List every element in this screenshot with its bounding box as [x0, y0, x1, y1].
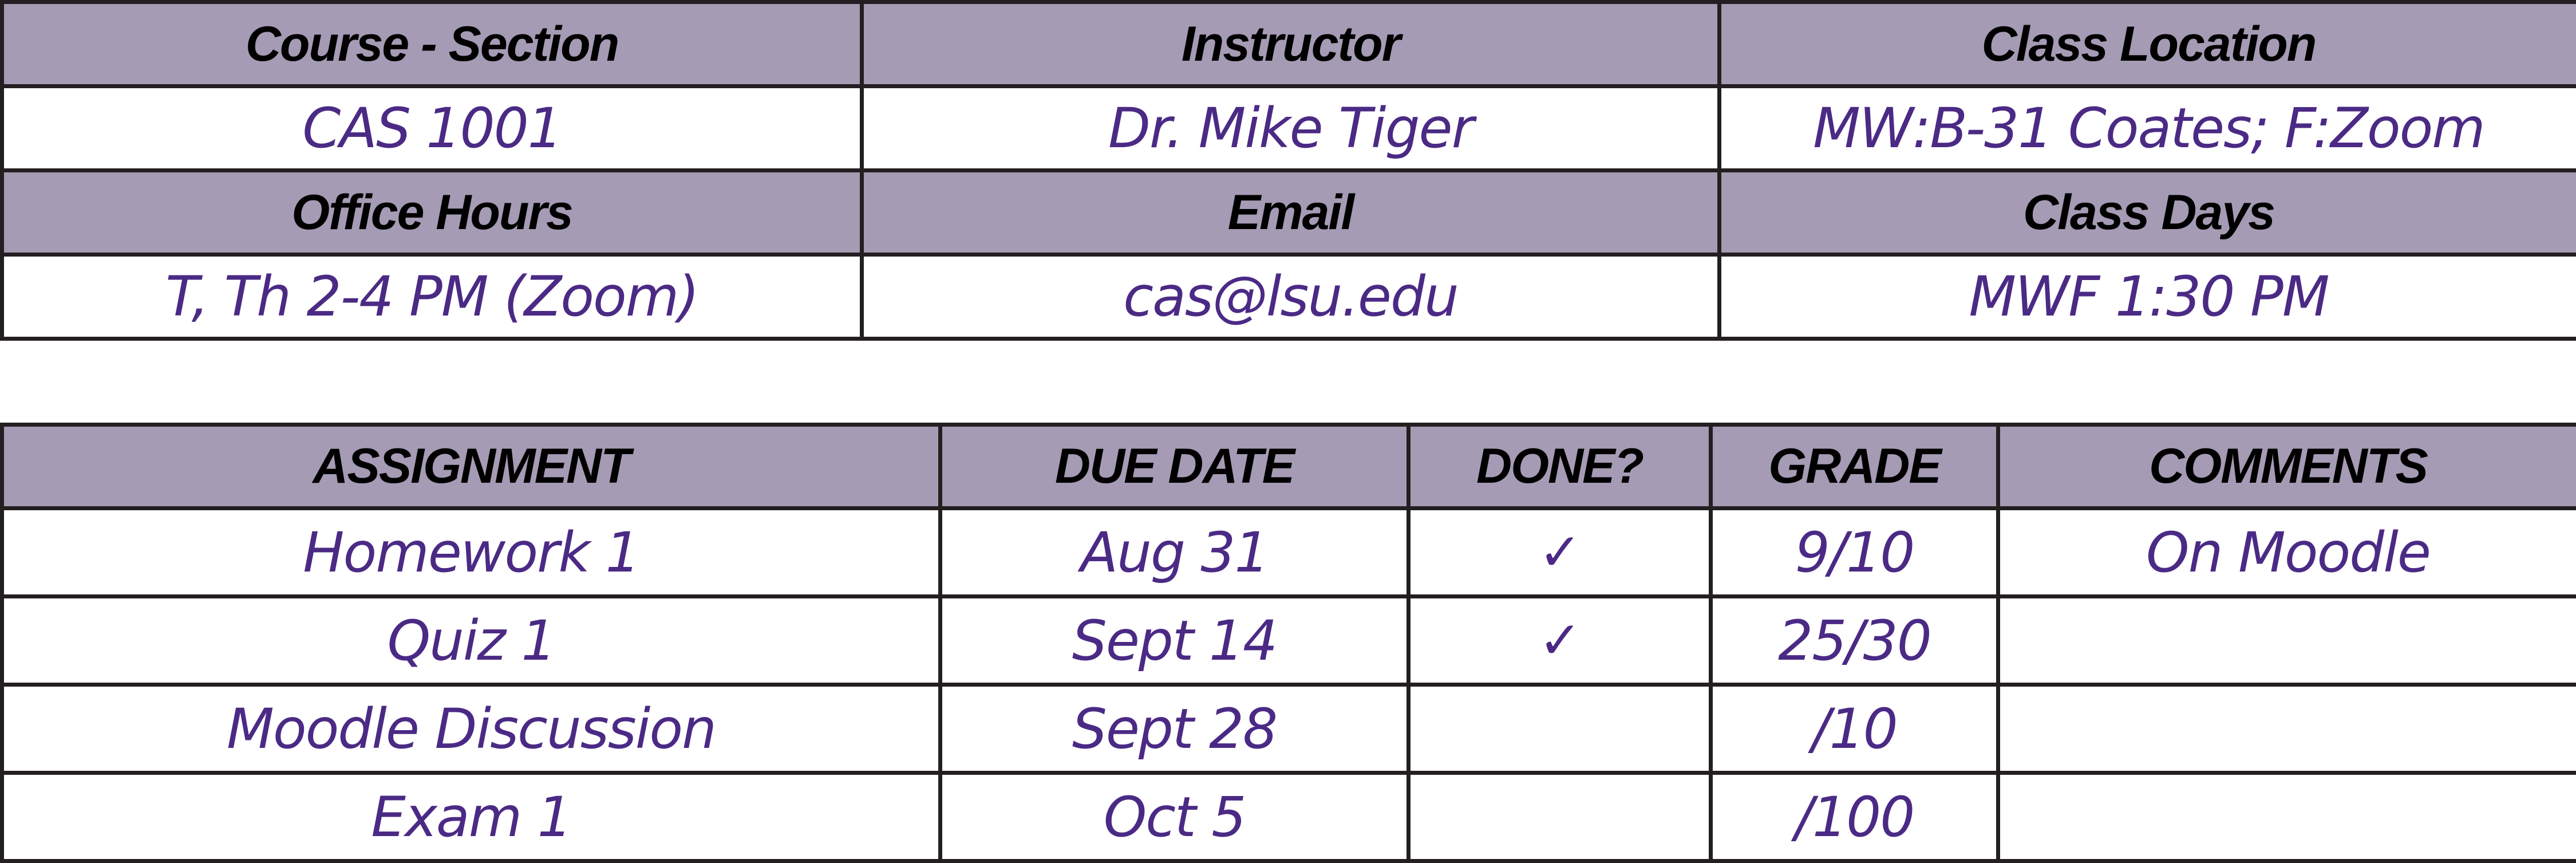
checkmark-icon: ✓ [1409, 509, 1711, 597]
header-comments: COMMENTS [1998, 425, 2576, 509]
comments-cell [1998, 685, 2576, 773]
grade-cell: /10 [1711, 685, 1998, 773]
grade-cell: /100 [1711, 773, 1998, 861]
info-value-row: T, Th 2-4 PM (Zoom) cas@lsu.edu MWF 1:30… [2, 255, 2576, 339]
table-row: Exam 1 Oct 5 /100 [2, 773, 2576, 861]
class-location-value: MW:B-31 Coates; F:Zoom [1720, 86, 2576, 171]
assignment-cell: Exam 1 [2, 773, 941, 861]
table-row: Homework 1 Aug 31 ✓ 9/10 On Moodle [2, 509, 2576, 597]
assignments-header-row: ASSIGNMENT DUE DATE DONE? GRADE COMMENTS [2, 425, 2576, 509]
header-email: Email [862, 171, 1720, 255]
info-value-row: CAS 1001 Dr. Mike Tiger MW:B-31 Coates; … [2, 86, 2576, 171]
assignment-cell: Moodle Discussion [2, 685, 941, 773]
done-cell [1409, 685, 1711, 773]
header-grade: GRADE [1711, 425, 1998, 509]
header-course-section: Course - Section [2, 2, 862, 86]
due-date-cell: Oct 5 [941, 773, 1409, 861]
due-date-cell: Sept 14 [941, 597, 1409, 685]
header-class-location: Class Location [1720, 2, 2576, 86]
table-row: Quiz 1 Sept 14 ✓ 25/30 [2, 597, 2576, 685]
header-instructor: Instructor [862, 2, 1720, 86]
header-assignment: ASSIGNMENT [2, 425, 941, 509]
office-hours-value: T, Th 2-4 PM (Zoom) [2, 255, 862, 339]
header-done: DONE? [1409, 425, 1711, 509]
grade-cell: 25/30 [1711, 597, 1998, 685]
assignments-table: ASSIGNMENT DUE DATE DONE? GRADE COMMENTS… [0, 423, 2576, 863]
email-value: cas@lsu.edu [862, 255, 1720, 339]
info-header-row: Course - Section Instructor Class Locati… [2, 2, 2576, 86]
checkmark-icon: ✓ [1409, 597, 1711, 685]
course-info-table: Course - Section Instructor Class Locati… [0, 0, 2576, 341]
comments-cell [1998, 773, 2576, 861]
comments-cell: On Moodle [1998, 509, 2576, 597]
grade-cell: 9/10 [1711, 509, 1998, 597]
info-header-row: Office Hours Email Class Days [2, 171, 2576, 255]
header-class-days: Class Days [1720, 171, 2576, 255]
header-due-date: DUE DATE [941, 425, 1409, 509]
assignment-cell: Homework 1 [2, 509, 941, 597]
instructor-value: Dr. Mike Tiger [862, 86, 1720, 171]
table-row: Moodle Discussion Sept 28 /10 [2, 685, 2576, 773]
done-cell [1409, 773, 1711, 861]
assignment-cell: Quiz 1 [2, 597, 941, 685]
header-office-hours: Office Hours [2, 171, 862, 255]
due-date-cell: Sept 28 [941, 685, 1409, 773]
comments-cell [1998, 597, 2576, 685]
class-days-value: MWF 1:30 PM [1720, 255, 2576, 339]
due-date-cell: Aug 31 [941, 509, 1409, 597]
course-section-value: CAS 1001 [2, 86, 862, 171]
